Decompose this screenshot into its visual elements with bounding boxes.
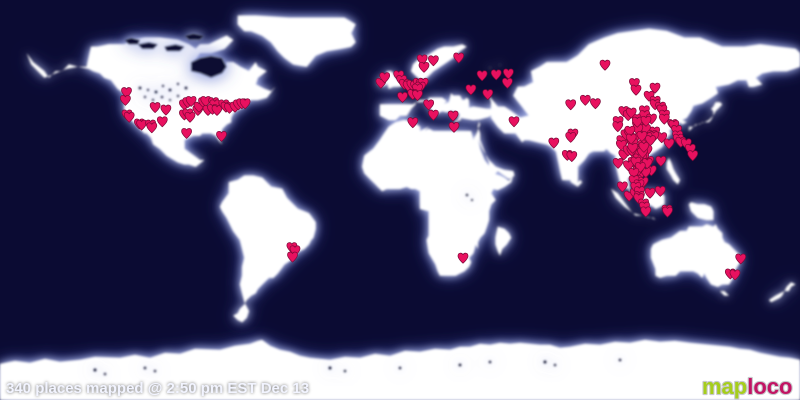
svg-text:maploco: maploco <box>702 374 792 399</box>
svg-text:340 places mapped @ 2:50 pm ES: 340 places mapped @ 2:50 pm EST Dec 13 <box>6 380 309 397</box>
